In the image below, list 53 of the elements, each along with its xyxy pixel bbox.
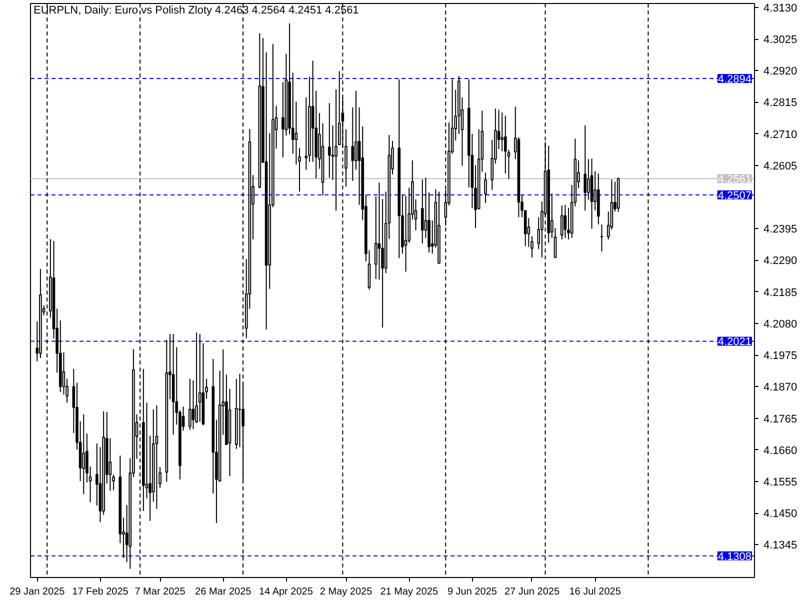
y-tick-label: 4.2605 [764,160,798,172]
y-tick-label: 4.1345 [764,540,798,552]
candlestick [484,172,487,204]
candlestick [238,373,242,448]
x-tick-label: 16 Jul 2025 [569,586,622,598]
candlestick [82,414,86,495]
x-tick-label: 7 Mar 2025 [134,586,186,598]
y-tick-label: 4.1450 [764,508,798,520]
y-tick-label: 4.2815 [764,97,798,110]
x-tick-label: 14 Apr 2025 [258,586,314,598]
x-tick-label: 21 May 2025 [380,586,438,598]
candlestick [351,106,354,182]
candlestick [192,380,195,430]
ref-line-label: 4.2507 [718,190,752,202]
ref-line-label: 4.1308 [718,550,752,563]
y-tick-label: 4.1870 [764,382,798,394]
candlestick [500,112,504,152]
candlestick [584,124,587,212]
candlestick [108,438,112,492]
candlestick [281,82,284,158]
ref-line-label: 4.2021 [718,336,752,348]
candlestick [420,179,424,244]
y-tick-label: 4.3025 [764,34,798,46]
candlestick [600,224,604,252]
y-tick-label: 4.2920 [764,66,798,78]
x-tick-label: 17 Feb 2025 [72,586,129,598]
candlestick [334,88,338,212]
y-tick-label: 4.2395 [764,224,798,236]
y-tick-label: 4.2080 [764,318,798,330]
x-tick-label: 27 Jun 2025 [504,586,560,598]
y-tick-label: 4.1975 [764,350,798,362]
y-tick-label: 4.1660 [764,444,798,457]
y-tick-label: 4.2710 [764,128,798,141]
y-tick-label: 4.2185 [764,286,798,299]
chart-title: EURPLN, Daily: Euro vs Polish Zloty 4.2463 4.2564 4.2451 4.2561 [34,4,359,16]
candlestick [587,158,590,200]
candlestick [294,101,298,166]
x-tick-label: 2 May 2025 [320,586,373,598]
y-tick-label: 4.2290 [764,255,798,268]
y-tick-label: 4.3130 [764,2,798,14]
candlestick [188,378,192,430]
ref-line-label: 4.2561 [718,174,752,186]
y-tick-label: 4.1555 [764,476,798,488]
x-tick-label: 29 Jan 2025 [10,586,66,598]
x-tick-label: 9 Jun 2025 [447,586,498,598]
candlestick [328,102,331,178]
y-tick-label: 4.1765 [764,413,798,426]
candlestick [564,204,567,238]
candlestick [560,204,564,240]
candlestick [198,333,202,422]
candlestick [155,404,158,510]
ref-line-label: 4.2894 [718,73,752,86]
x-tick-label: 26 Mar 2025 [195,586,252,598]
